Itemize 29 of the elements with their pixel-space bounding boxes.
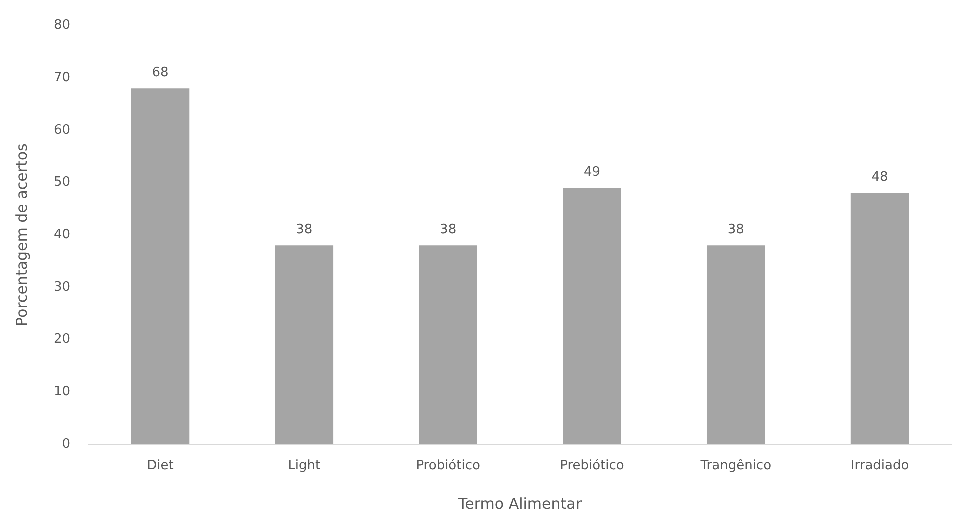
y-tick-label: 40 xyxy=(54,227,71,242)
x-tick-label: Trangênico xyxy=(700,458,772,474)
y-tick-label: 20 xyxy=(54,332,71,348)
x-axis-title: Termo Alimentar xyxy=(458,494,583,513)
data-label: 49 xyxy=(584,164,600,180)
x-tick-label: Light xyxy=(288,458,321,474)
bar xyxy=(563,188,622,444)
y-tick-label: 10 xyxy=(54,384,71,400)
x-tick-label: Probiótico xyxy=(416,458,480,474)
bar xyxy=(419,246,478,444)
bar xyxy=(131,88,190,444)
data-label: 48 xyxy=(872,170,888,186)
data-label: 38 xyxy=(728,222,744,238)
y-tick-label: 50 xyxy=(54,175,71,190)
bar xyxy=(850,193,910,444)
bar xyxy=(275,246,334,444)
x-tick-label: Prebiótico xyxy=(560,458,624,474)
bar xyxy=(706,246,766,444)
y-tick-label: 60 xyxy=(54,122,71,138)
data-label: 68 xyxy=(152,65,169,80)
data-label: 38 xyxy=(440,222,457,238)
y-axis-title: Porcentagem de acertos xyxy=(12,143,31,327)
data-label: 38 xyxy=(296,222,313,238)
y-tick-label: 80 xyxy=(54,18,71,34)
x-tick-label: Diet xyxy=(147,458,174,474)
x-tick-label: Irradiado xyxy=(850,458,910,474)
y-tick-label: 30 xyxy=(54,280,71,295)
y-tick-label: 0 xyxy=(62,436,71,452)
y-tick-label: 70 xyxy=(54,70,71,86)
